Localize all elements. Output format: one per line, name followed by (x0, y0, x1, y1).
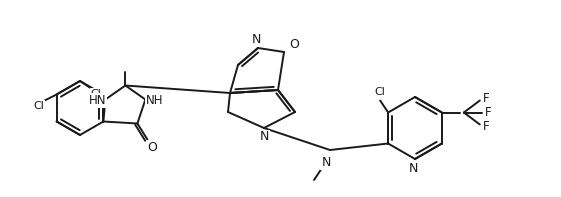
Text: Cl: Cl (33, 100, 44, 111)
Text: N: N (259, 130, 269, 143)
Text: F: F (482, 120, 489, 133)
Text: NH: NH (146, 94, 163, 107)
Text: N: N (321, 155, 330, 168)
Text: F: F (482, 92, 489, 105)
Text: Cl: Cl (90, 89, 102, 99)
Text: N: N (251, 33, 261, 46)
Text: O: O (289, 37, 299, 50)
Text: HN: HN (89, 94, 106, 107)
Text: F: F (485, 106, 491, 119)
Text: Cl: Cl (375, 86, 385, 97)
Text: O: O (148, 141, 157, 154)
Text: N: N (408, 163, 418, 176)
